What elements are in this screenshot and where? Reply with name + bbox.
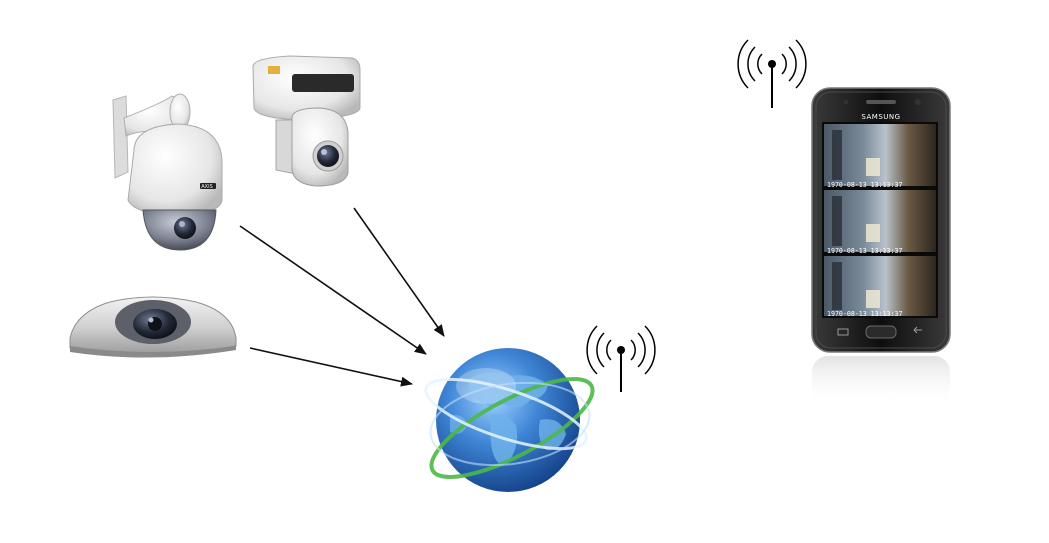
wireless-antenna-icon — [737, 39, 807, 108]
arrow-pantilt-to-globe — [353, 207, 445, 337]
pan-tilt-camera-icon — [252, 55, 361, 187]
feed-timestamp: 1970-08-13 13:13:37 — [827, 181, 902, 189]
globe-icon — [424, 348, 595, 492]
smartphone-icon: SAMSUNG 1970-08-13 13:13:37 1970-08-13 1… — [811, 87, 951, 406]
ptz-dome-camera-icon — [112, 93, 223, 251]
feed-timestamp: 1970-08-13 13:13:37 — [827, 247, 902, 255]
arrow-minidome-to-globe — [249, 347, 413, 387]
arrow-ptz-to-globe — [239, 225, 427, 355]
camera-brand-label: AXIS — [201, 184, 213, 190]
phone-brand-label: SAMSUNG — [861, 113, 900, 121]
wireless-antenna-icon — [586, 325, 656, 392]
feed-timestamp: 1970-08-13 13:13:37 — [827, 310, 902, 318]
mini-dome-camera-icon — [69, 296, 237, 358]
